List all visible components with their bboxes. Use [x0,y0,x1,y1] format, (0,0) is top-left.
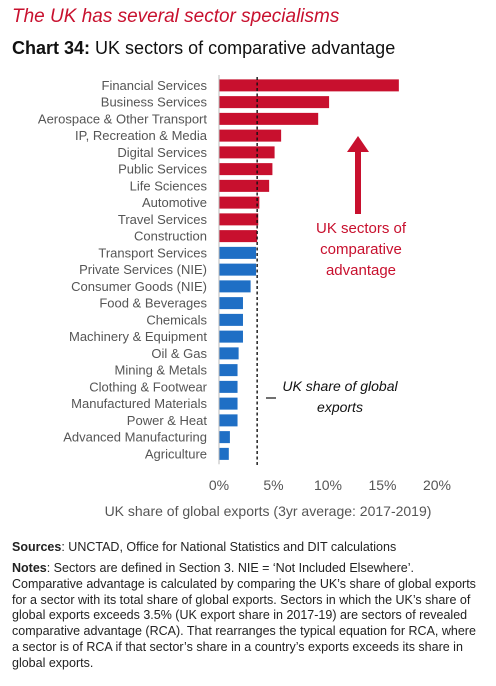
x-tick-label: 15% [368,477,396,493]
category-label: Aerospace & Other Transport [38,111,207,126]
bar [219,213,259,226]
category-label: Agriculture [145,446,207,461]
bar [219,196,260,209]
bar [219,330,243,343]
category-label: Oil & Gas [151,346,207,361]
bar [219,380,238,393]
notes-text: : Sectors are defined in Section 3. NIE … [12,561,476,670]
bar [219,397,238,410]
category-label: Transport Services [98,245,207,260]
x-tick-label: 10% [314,477,342,493]
category-label: Clothing & Footwear [89,379,207,394]
up-arrow-icon [347,136,369,152]
arrow-shaft [355,148,361,214]
x-tick-label: 20% [423,477,451,493]
bar [219,431,230,444]
category-label: Digital Services [117,145,207,160]
category-label: Travel Services [118,212,208,227]
category-label: Financial Services [102,78,208,93]
bar [219,246,257,259]
bar [219,313,243,326]
bar [219,146,275,159]
uk-share-annotation: UK share of global exports [282,378,398,415]
chart-number: Chart 34: [12,38,91,58]
bar [219,414,238,427]
chart-title-text: UK sectors of comparative advantage [95,38,396,58]
notes-label: Notes [12,561,47,575]
bar [219,297,243,310]
x-tick-label: 5% [263,477,283,493]
category-label: Life Sciences [130,178,208,193]
category-label: Private Services (NIE) [79,262,207,277]
category-label: Chemicals [146,312,207,327]
bar [219,280,251,293]
category-label: Consumer Goods (NIE) [71,279,207,294]
sources: Sources: UNCTAD, Office for National Sta… [12,540,396,554]
category-label: Manufactured Materials [71,396,207,411]
bar [219,129,282,142]
sources-label: Sources [12,540,62,554]
category-label: Food & Beverages [99,296,207,311]
bar [219,263,257,276]
category-label: Business Services [101,95,208,110]
bar [219,364,238,377]
bar [219,230,258,243]
bar [219,163,273,176]
category-label: Machinery & Equipment [69,329,207,344]
category-label: Construction [134,229,207,244]
bar [219,179,270,192]
bar-chart: Financial Services Business ServicesAeros… [38,75,451,493]
category-label: IP, Recreation & Media [75,128,208,143]
comparative-advantage-annotation: UK sectors of comparative advantage [315,220,407,279]
bar [219,447,229,460]
category-label: Public Services [118,162,207,177]
category-label: Automotive [142,195,207,210]
notes: Notes: Sectors are defined in Section 3.… [12,561,486,672]
x-axis-label: UK share of global exports (3yr average:… [104,503,432,519]
bar [219,96,330,109]
chart-title: Chart 34: UK sectors of comparative adva… [12,38,395,59]
x-tick-label: 0% [209,477,229,493]
bar [219,112,319,125]
bar [219,347,239,360]
sources-text: : UNCTAD, Office for National Statistics… [61,540,397,554]
category-label: Power & Heat [127,413,208,428]
category-label: Mining & Metals [115,363,208,378]
category-label: Advanced Manufacturing [63,430,207,445]
headline: The UK has several sector specialisms [12,6,340,27]
bar [219,79,399,92]
